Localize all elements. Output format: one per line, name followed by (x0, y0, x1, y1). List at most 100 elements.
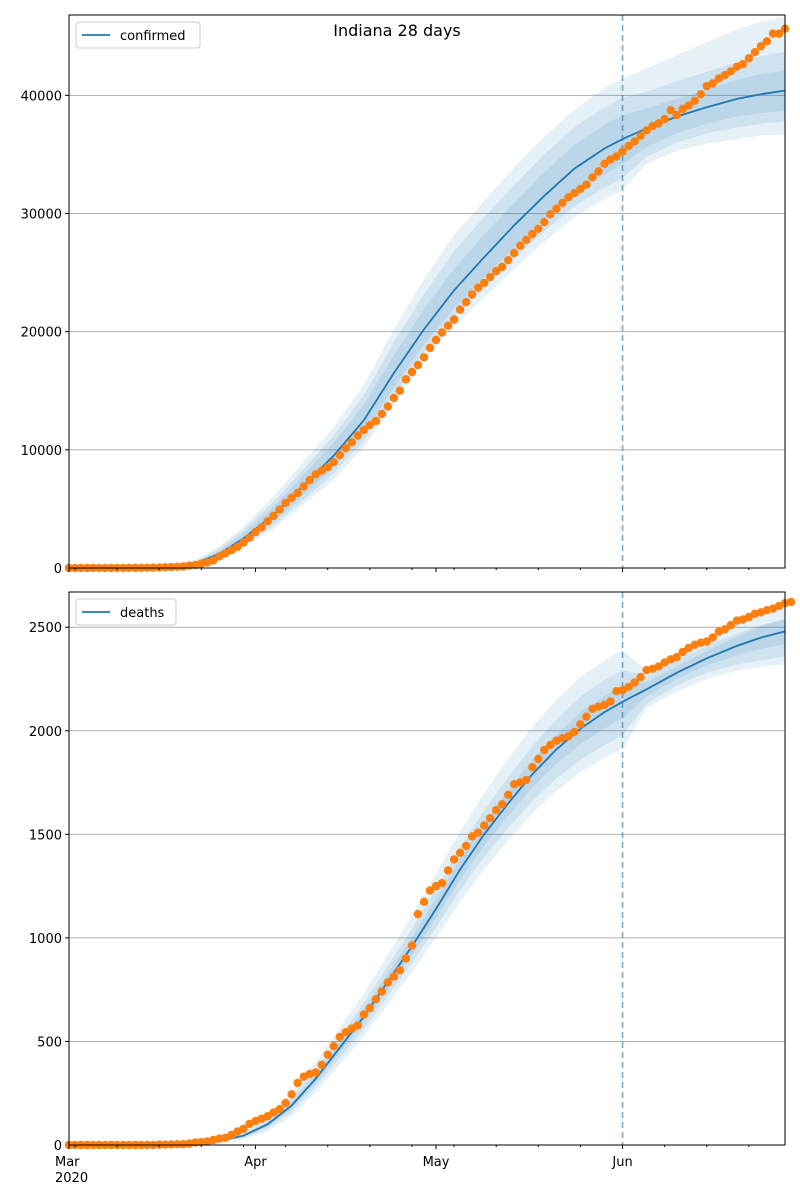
confirmed-observed-point (449, 315, 459, 324)
deaths-observed-point (540, 745, 549, 755)
deaths-observed-point (564, 732, 573, 741)
confirmed-observed-point (353, 431, 362, 440)
confirmed-band-1 (69, 16, 785, 568)
deaths-observed-point (467, 832, 477, 841)
x-axis: Mar Apr May Jun 2020 (55, 1155, 633, 1186)
confirmed-observed-point (287, 493, 296, 502)
deaths-observed-point (702, 637, 711, 646)
deaths-y-tick-label: 1000 (29, 932, 62, 947)
deaths-observed-point (522, 775, 531, 785)
confirmed-observed-point (522, 235, 531, 244)
confirmed-observed-point (389, 393, 399, 403)
confirmed-y-tick-label: 10000 (21, 444, 62, 459)
deaths-band-2 (69, 618, 785, 1145)
deaths-observed-point (263, 1112, 272, 1121)
confirmed-observed-point (299, 482, 308, 491)
confirmed-observed-point (630, 137, 639, 146)
deaths-observed-point (407, 941, 417, 950)
confirmed-observed-point (510, 248, 519, 258)
confirmed-observed-point (480, 278, 489, 288)
confirmed-observed-point (263, 517, 272, 526)
deaths-observed-point (582, 712, 591, 721)
deaths-observed-point (636, 672, 645, 682)
confirmed-observed-point (413, 360, 423, 370)
confirmed-observed-point (660, 114, 669, 124)
deaths-observed-point (672, 653, 681, 662)
deaths-observed-point (720, 625, 729, 634)
confirmed-observed-point (419, 353, 429, 362)
deaths-legend-box (75, 598, 177, 626)
deaths-observed-point (534, 754, 543, 764)
confirmed-observed-point (461, 297, 471, 307)
confirmed-observed-point (455, 305, 465, 314)
deaths-observed-point (395, 966, 405, 975)
deaths-observed-point (473, 828, 483, 837)
confirmed-observed-point (774, 29, 784, 38)
confirmed-observed-point (756, 42, 766, 51)
confirmed-observed-point (443, 321, 453, 330)
deaths-observed-point (371, 995, 381, 1004)
confirmed-observed-point (540, 217, 549, 227)
confirmed-observed-point (239, 538, 248, 547)
deaths-observed-point (504, 790, 513, 799)
deaths-observed-point (708, 633, 717, 642)
deaths-observed-point (317, 1060, 326, 1070)
confirmed-observed-point (636, 131, 645, 140)
deaths-observed-point (293, 1078, 302, 1088)
deaths-legend: deaths (75, 598, 177, 626)
deaths-observed-point (486, 814, 495, 823)
confirmed-observed-point (401, 375, 411, 384)
confirmed-observed-point (750, 48, 760, 57)
confirmed-observed-point (257, 523, 266, 532)
deaths-panel: 0 500 1000 1500 2000 2500 deaths (29, 591, 796, 1154)
deaths-observed-point (275, 1105, 284, 1114)
deaths-observed-point (528, 763, 537, 772)
deaths-observed-point (492, 805, 501, 815)
deaths-observed-point (630, 678, 639, 687)
confirmed-observed-point (395, 386, 405, 395)
confirmed-observed-point (173, 562, 182, 571)
confirmed-observed-point (726, 67, 735, 76)
confirmed-observed-point (431, 335, 441, 345)
deaths-observed-point (437, 879, 447, 888)
confirmed-plot-frame (68, 14, 786, 569)
confirmed-y-tick-label: 20000 (21, 326, 62, 341)
confirmed-observed-point (642, 126, 651, 135)
confirmed-observed-point (576, 184, 585, 194)
confirmed-y-tick-label: 30000 (21, 208, 62, 223)
deaths-observed-point (389, 972, 399, 981)
confirmed-observed-point (558, 198, 567, 208)
confirmed-observed-point (329, 458, 338, 467)
deaths-observed-point (335, 1032, 344, 1042)
deaths-observed-point (353, 1021, 362, 1030)
confirmed-observed-point (269, 511, 278, 521)
confirmed-observed-point (486, 272, 495, 282)
deaths-observed-point (329, 1042, 338, 1051)
confirmed-observed-point (245, 533, 254, 542)
confirmed-observed-point (528, 229, 537, 239)
deaths-observed-point (449, 855, 459, 864)
confirmed-observed-point (552, 204, 561, 213)
confirmed-observed-point (293, 488, 302, 498)
deaths-y-tick-label: 500 (37, 1035, 62, 1050)
x-tick-label: Mar (55, 1155, 80, 1170)
deaths-legend-label: deaths (120, 606, 165, 621)
confirmed-y-tick-label: 40000 (21, 89, 62, 104)
confirmed-observed-point (371, 416, 381, 426)
confirmed-observed-point (323, 463, 332, 472)
confirmed-band-0 (69, 51, 785, 569)
confirmed-observed-point (696, 90, 705, 99)
confirmed-observed-point (618, 147, 627, 156)
confirmed-observed-point (768, 29, 778, 38)
deaths-observed-point (173, 1140, 182, 1149)
deaths-observed-point (281, 1098, 290, 1108)
deaths-observed-point (570, 727, 579, 737)
confirmed-observed-point (666, 105, 675, 115)
confirmed-observed-point (504, 256, 513, 265)
x-tick-label: May (423, 1155, 450, 1170)
confirmed-observed-point (383, 402, 393, 411)
deaths-observed-point (401, 954, 411, 963)
confirmed-legend: confirmed (75, 21, 201, 49)
confirmed-observed-point (624, 141, 633, 151)
confirmed-observed-point (251, 527, 260, 537)
